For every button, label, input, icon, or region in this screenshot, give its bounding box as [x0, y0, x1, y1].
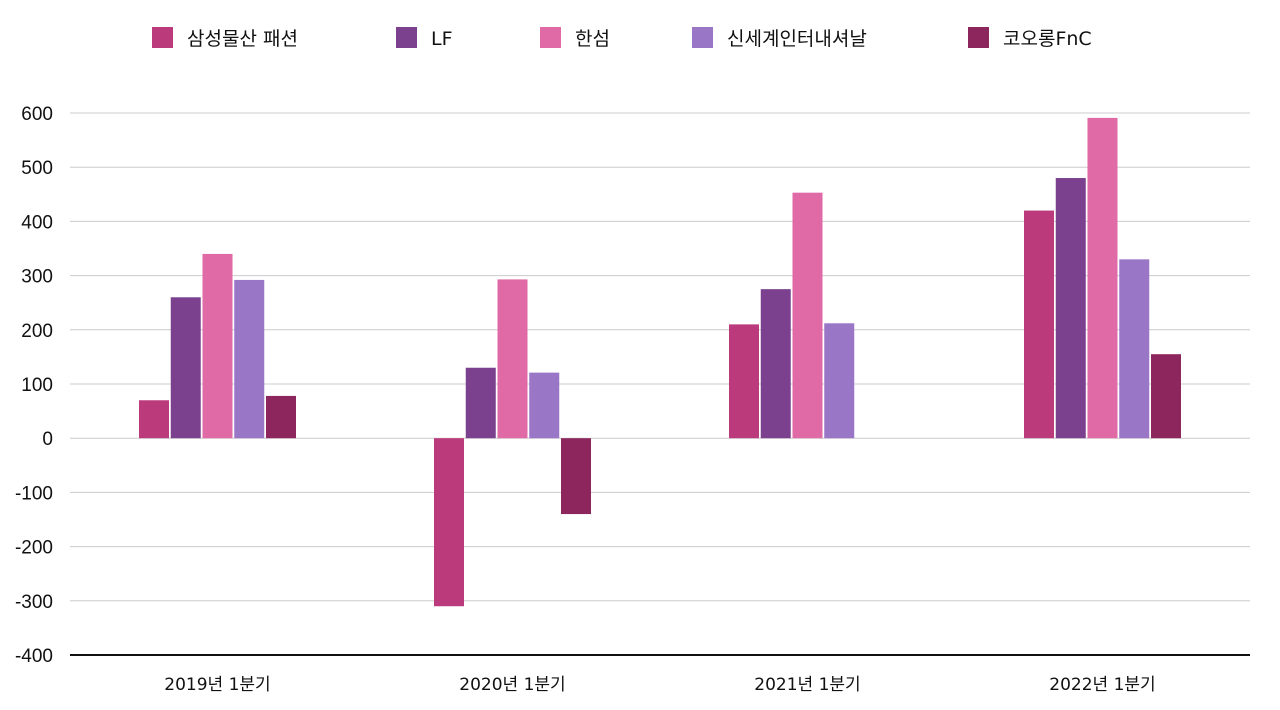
- y-tick-label: -100: [15, 483, 53, 504]
- x-axis-categories: 2019년 1분기 2020년 1분기 2021년 1분기 2022년 1분기: [164, 675, 1155, 695]
- bar: [792, 192, 823, 439]
- y-tick-label: -200: [15, 538, 53, 559]
- bar: [434, 438, 464, 607]
- legend-swatch: [396, 27, 417, 48]
- bar: [465, 367, 496, 439]
- bar: [497, 279, 528, 439]
- bar: [824, 323, 855, 439]
- bar: [1151, 354, 1181, 439]
- legend-label: 삼성물산 패션: [187, 28, 298, 50]
- bar: [170, 297, 201, 439]
- legend-item: 신세계인터내셔날: [692, 27, 867, 50]
- legend: 삼성물산 패션 LF 한섬 신세계인터내셔날 코오롱FnC: [152, 27, 1092, 50]
- legend-swatch: [540, 27, 561, 48]
- x-category-label: 2021년 1분기: [754, 675, 860, 695]
- legend-item: 코오롱FnC: [968, 27, 1092, 50]
- legend-item: LF: [396, 27, 453, 50]
- bar: [1119, 259, 1150, 439]
- bars: [139, 117, 1181, 607]
- y-tick-label: 600: [21, 104, 53, 125]
- x-category-label: 2020년 1분기: [459, 675, 565, 695]
- bar: [1087, 117, 1118, 439]
- legend-label: 코오롱FnC: [1003, 28, 1092, 50]
- bar: [1024, 210, 1054, 439]
- bar: [729, 324, 759, 439]
- legend-swatch: [692, 27, 713, 48]
- y-tick-label: 300: [21, 267, 53, 288]
- legend-label: LF: [431, 28, 453, 50]
- legend-label: 한섬: [575, 28, 610, 50]
- bar: [202, 253, 233, 439]
- y-axis-ticks: 600 500 400 300 200 100 0 -100 -200 -300 -400: [15, 104, 53, 667]
- bar: [266, 395, 296, 439]
- y-tick-label: 500: [21, 158, 53, 179]
- x-category-label: 2022년 1분기: [1049, 675, 1155, 695]
- y-tick-label: -300: [15, 592, 53, 613]
- y-tick-label: 100: [21, 375, 53, 396]
- legend-swatch: [152, 27, 173, 48]
- legend-swatch: [968, 27, 989, 48]
- bar: [234, 279, 265, 439]
- y-tick-label: 400: [21, 212, 53, 233]
- legend-item: 한섬: [540, 27, 610, 50]
- y-tick-label: -400: [15, 646, 53, 667]
- legend-item: 삼성물산 패션: [152, 27, 298, 50]
- y-tick-label: 200: [21, 321, 53, 342]
- x-category-label: 2019년 1분기: [164, 675, 270, 695]
- bar: [529, 372, 560, 439]
- bar: [561, 438, 591, 515]
- bar: [760, 289, 791, 439]
- legend-label: 신세계인터내셔날: [727, 28, 867, 50]
- bar: [139, 400, 169, 439]
- y-tick-label: 0: [42, 429, 53, 450]
- bar: [1055, 178, 1086, 439]
